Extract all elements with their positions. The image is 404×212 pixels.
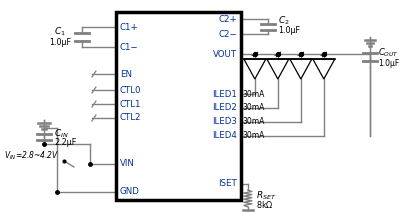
Text: CTL2: CTL2	[120, 113, 141, 123]
Text: VOUT: VOUT	[213, 50, 237, 59]
Text: 2.2μF: 2.2μF	[54, 138, 76, 148]
Text: ILED4: ILED4	[212, 131, 237, 141]
Text: $V_{IN}$=2.8~4.2V: $V_{IN}$=2.8~4.2V	[4, 150, 59, 162]
Text: CTL0: CTL0	[120, 85, 141, 95]
Text: C1−: C1−	[120, 43, 139, 52]
Text: 8k$\Omega$: 8k$\Omega$	[256, 199, 274, 210]
Text: C1+: C1+	[120, 22, 139, 32]
Text: ISET: ISET	[218, 179, 237, 188]
Text: C2−: C2−	[218, 29, 237, 39]
Text: $C_1$: $C_1$	[54, 26, 66, 38]
Text: EN: EN	[120, 70, 132, 78]
Text: 1.0μF: 1.0μF	[49, 38, 71, 47]
Text: 30mA: 30mA	[243, 131, 265, 141]
Text: 1.0μF: 1.0μF	[378, 59, 399, 68]
Text: $C_{IN}$: $C_{IN}$	[54, 128, 69, 140]
Text: 30mA: 30mA	[243, 89, 265, 99]
Text: GND: GND	[120, 187, 140, 197]
Text: 30mA: 30mA	[243, 103, 265, 113]
Text: ILED2: ILED2	[212, 103, 237, 113]
Text: 1.0μF: 1.0μF	[278, 26, 300, 35]
Text: $R_{SET}$: $R_{SET}$	[256, 189, 276, 202]
Text: $C_2$: $C_2$	[278, 14, 290, 27]
Text: $C_{OUT}$: $C_{OUT}$	[378, 47, 398, 59]
Text: ILED1: ILED1	[212, 89, 237, 99]
Text: ILED3: ILED3	[212, 117, 237, 127]
Text: 30mA: 30mA	[243, 117, 265, 127]
Text: C2+: C2+	[218, 15, 237, 24]
Text: VIN: VIN	[120, 159, 135, 169]
Bar	[116, 12, 241, 200]
Text: CTL1: CTL1	[120, 99, 141, 109]
